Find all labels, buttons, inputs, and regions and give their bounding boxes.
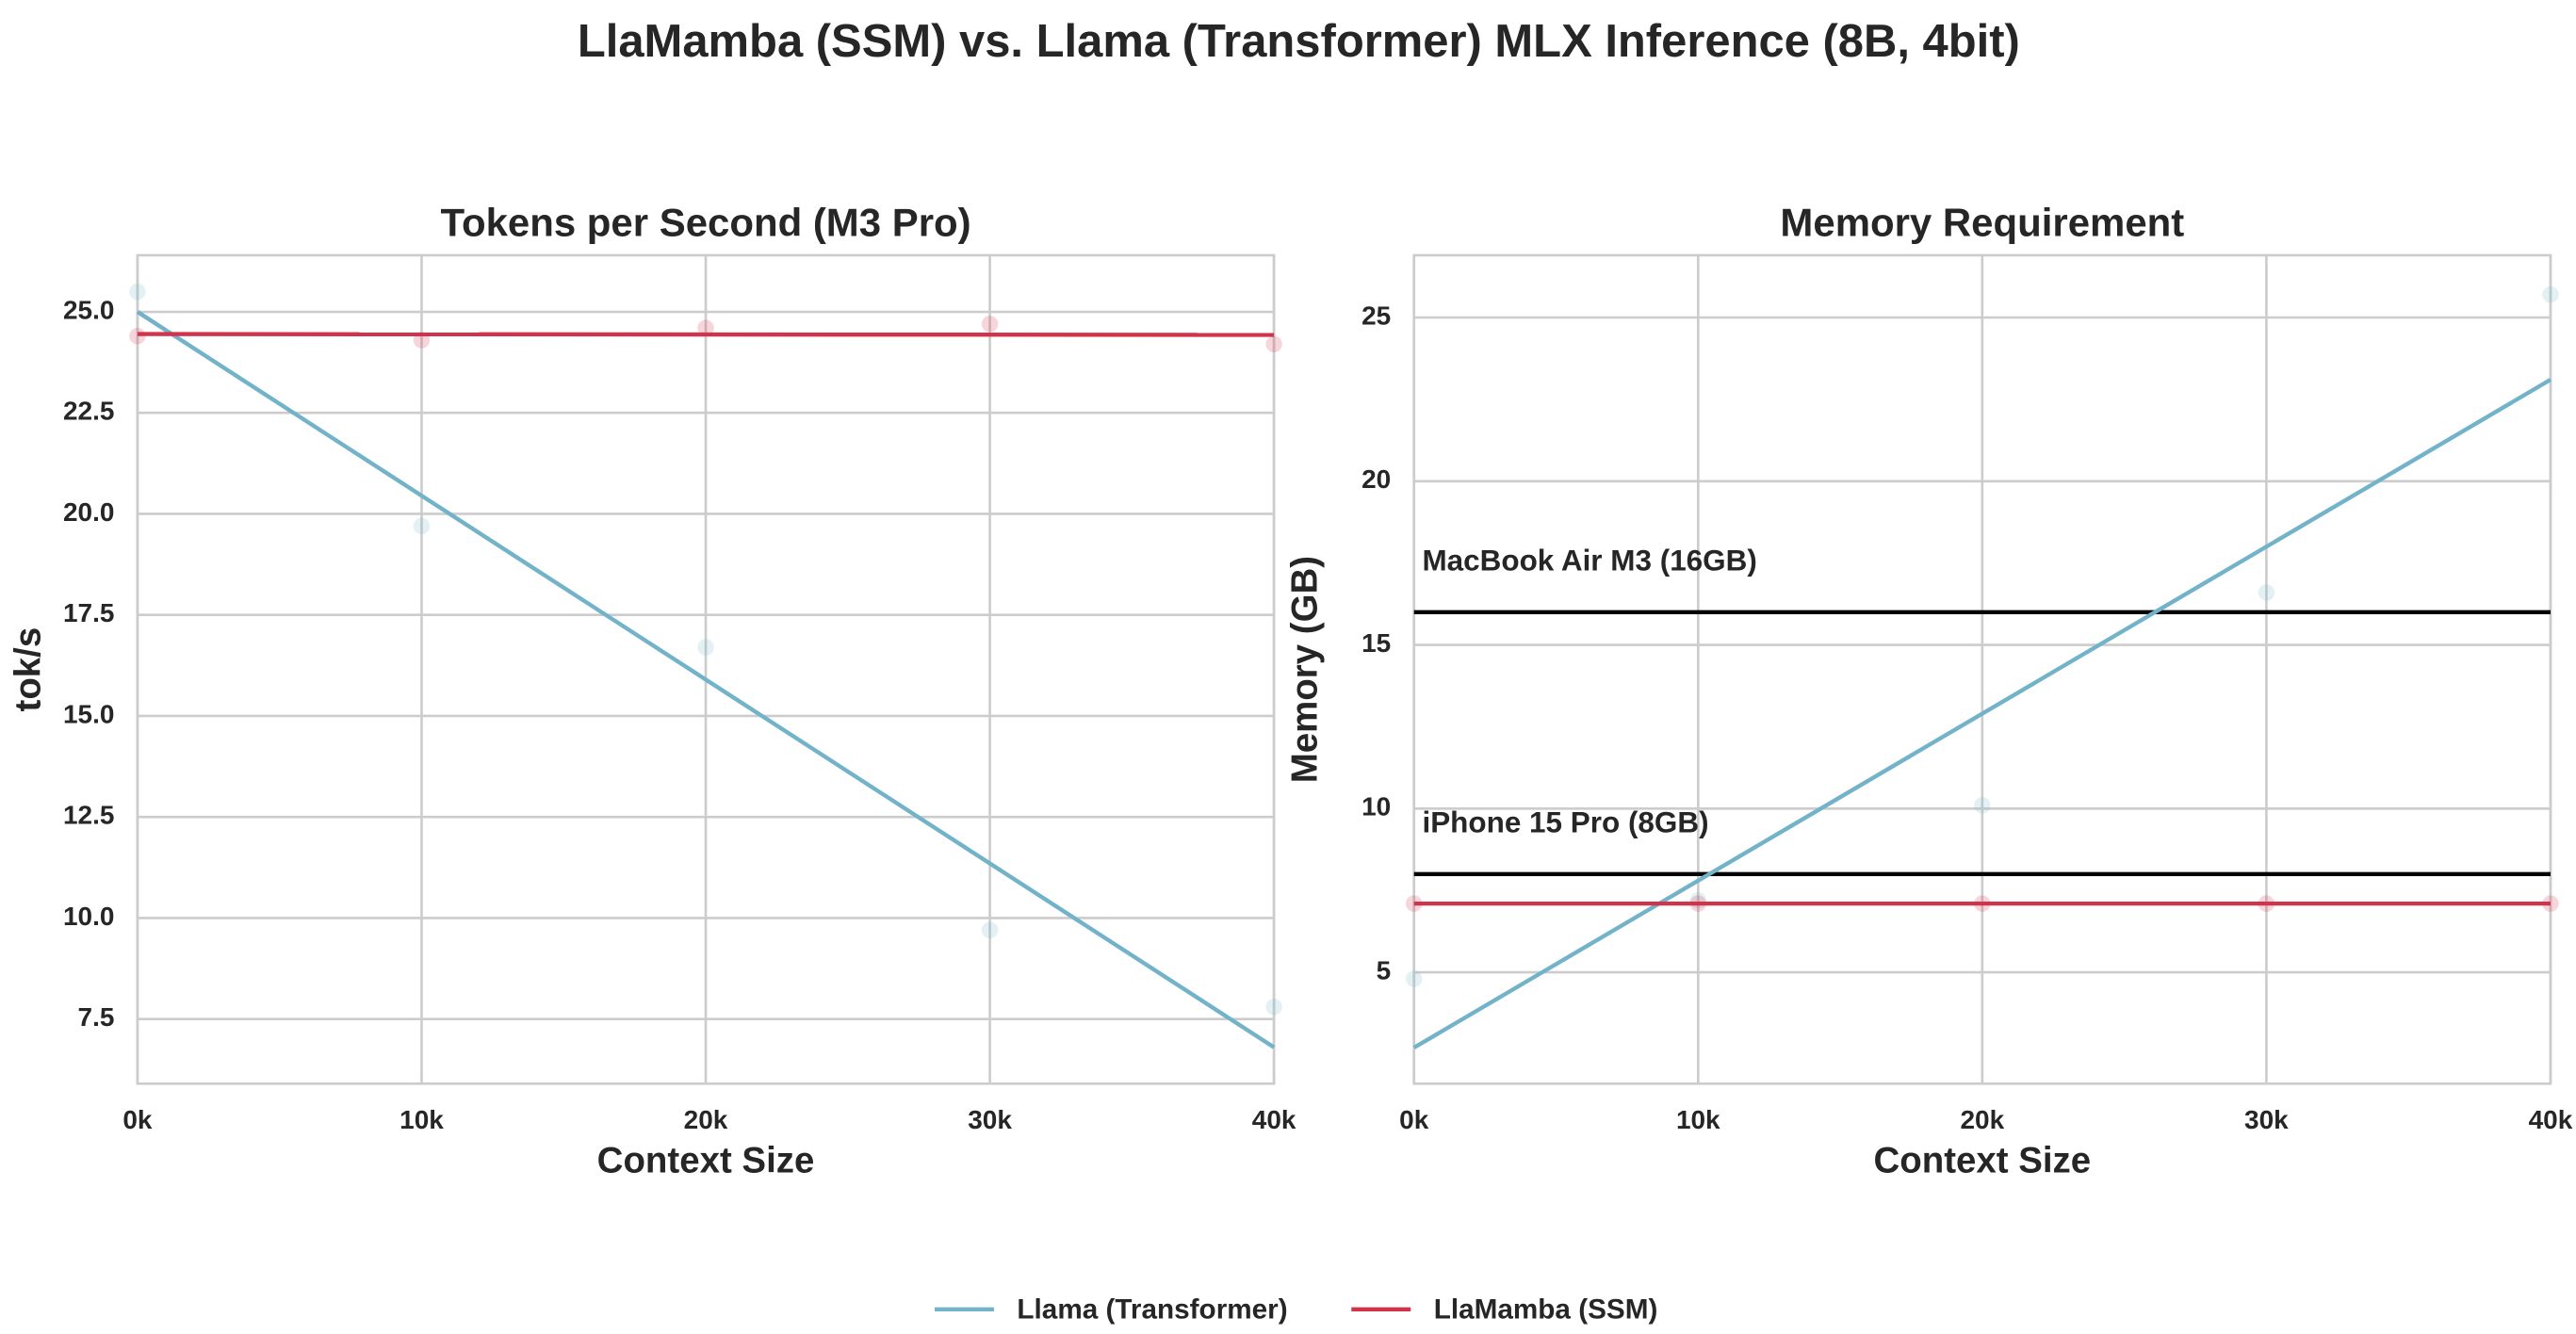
x-tick-label: 0k [1399, 1105, 1429, 1134]
y-tick-label: 20 [1361, 464, 1391, 494]
data-point [981, 316, 999, 333]
x-tick-label: 20k [1961, 1105, 2005, 1134]
x-tick-label: 30k [968, 1105, 1012, 1134]
data-point [1265, 335, 1282, 353]
subplot-title: Tokens per Second (M3 Pro) [440, 201, 970, 245]
fit-line [136, 310, 1276, 1049]
legend-label: Llama (Transformer) [1017, 1293, 1287, 1325]
x-axis-label: Context Size [1874, 1140, 2092, 1180]
data-point [2542, 285, 2559, 303]
data-point [981, 921, 999, 939]
y-axis-label: tok/s [8, 627, 48, 712]
reference-label: MacBook Air M3 (16GB) [1422, 545, 1756, 578]
x-tick-label: 0k [122, 1105, 153, 1134]
y-tick-label: 10 [1361, 792, 1391, 822]
y-tick-label: 20.0 [63, 497, 114, 527]
y-tick-label: 7.5 [78, 1002, 115, 1032]
y-tick-label: 17.5 [63, 598, 114, 627]
x-tick-label: 10k [1676, 1105, 1720, 1134]
y-tick-label: 25.0 [63, 295, 114, 324]
data-point [697, 639, 714, 656]
plot-frame [136, 253, 1276, 1085]
y-tick-label: 25 [1361, 301, 1391, 330]
figure-title: LlaMamba (SSM) vs. Llama (Transformer) M… [578, 16, 2020, 67]
x-tick-label: 40k [1252, 1105, 1296, 1134]
legend-label: LlaMamba (SSM) [1434, 1293, 1658, 1325]
x-tick-label: 30k [2244, 1105, 2289, 1134]
data-point [413, 517, 431, 535]
y-axis-label: Memory (GB) [1284, 556, 1325, 783]
data-point [129, 283, 146, 301]
x-axis-label: Context Size [597, 1140, 815, 1180]
x-tick-label: 20k [684, 1105, 728, 1134]
y-tick-label: 12.5 [63, 801, 114, 830]
y-tick-label: 22.5 [63, 397, 114, 426]
y-tick-label: 15.0 [63, 699, 114, 728]
y-tick-label: 5 [1377, 956, 1392, 985]
y-tick-label: 10.0 [63, 902, 114, 931]
fit-line [137, 332, 1275, 337]
plot-frame [1412, 253, 2552, 1085]
subplot-title: Memory Requirement [1780, 201, 2184, 245]
data-point [1405, 970, 1423, 987]
reference-label: iPhone 15 Pro (8GB) [1422, 806, 1708, 839]
x-tick-label: 40k [2529, 1105, 2573, 1134]
data-point [1265, 999, 1282, 1016]
y-tick-label: 15 [1361, 628, 1391, 658]
data-point [2258, 584, 2275, 601]
data-point [697, 319, 714, 336]
data-point [1974, 797, 1991, 814]
x-tick-label: 10k [399, 1105, 444, 1134]
fit-line [1412, 378, 2552, 1049]
